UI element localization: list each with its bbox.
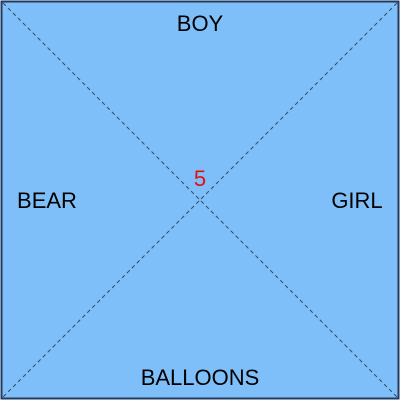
label-left: BEAR [17,188,77,213]
label-right: GIRL [331,188,383,213]
label-bottom: BALLOONS [140,365,260,390]
label-top: BOY [176,11,224,36]
center-number: 5 [193,166,207,191]
